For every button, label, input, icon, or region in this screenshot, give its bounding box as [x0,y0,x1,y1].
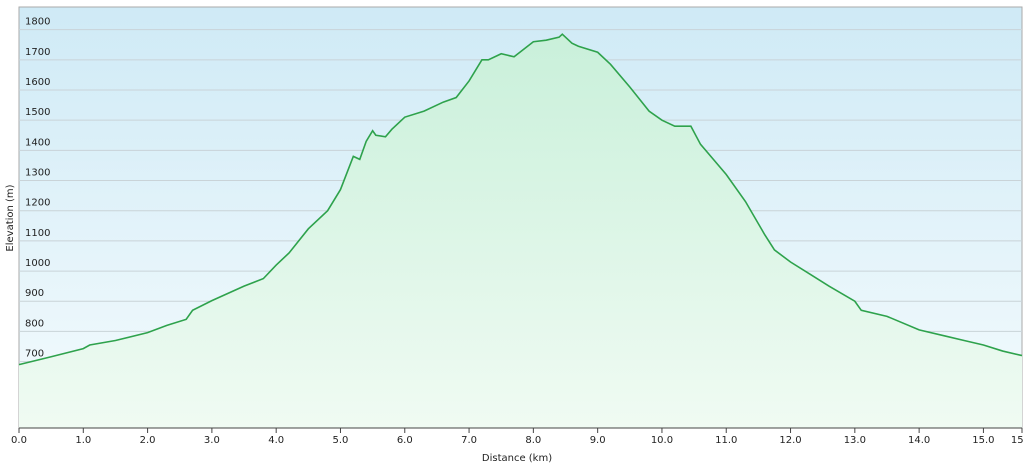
x-tick-label: 7.0 [461,435,477,446]
x-tick-label: 13.0 [844,435,866,446]
x-tick-label: 2.0 [140,435,156,446]
x-tick-label: 0.0 [11,435,27,446]
area [19,34,1022,429]
y-tick-label: 1400 [25,137,50,148]
y-tick-label: 1100 [25,228,50,239]
x-tick-label: 3.0 [204,435,220,446]
y-tick-label: 1700 [25,47,50,58]
y-tick-label: 900 [25,288,44,299]
x-tick-label: 6.0 [397,435,413,446]
y-axis-label: Elevation (m) [5,184,16,251]
y-tick-label: 700 [25,349,44,360]
x-tick-label: 9.0 [590,435,606,446]
y-tick-label: 1500 [25,107,50,118]
x-axis-label: Distance (km) [482,453,552,464]
y-tick-label: 800 [25,318,44,329]
x-tick-label: 4.0 [268,435,284,446]
x-tick-label: 15.0 [972,435,994,446]
y-tick-label: 1000 [25,258,50,269]
y-tick-label: 1300 [25,168,50,179]
x-tick-label: 15.6 [1011,435,1024,446]
x-tick-label: 8.0 [525,435,541,446]
line [18,33,1023,366]
x-tick-label: 11.0 [715,435,737,446]
x-tick-label: 5.0 [333,435,349,446]
x-tick-label: 12.0 [779,435,801,446]
x-tick-label: 10.0 [651,435,673,446]
x-tick-label: 1.0 [75,435,91,446]
y-tick-label: 1600 [25,77,50,88]
y-tick-label: 1200 [25,198,50,209]
y-tick-label: 1800 [25,17,50,28]
x-tick-label: 14.0 [908,435,930,446]
